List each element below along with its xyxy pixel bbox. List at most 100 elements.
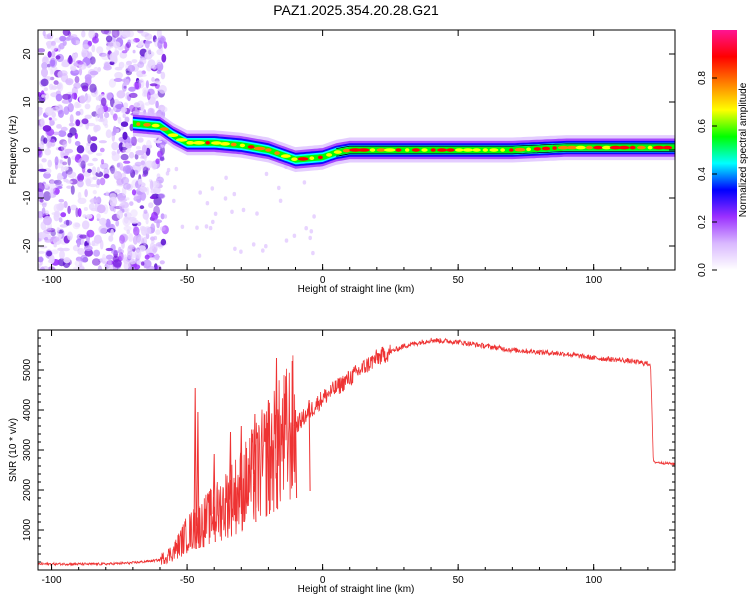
noise-blob <box>49 83 54 91</box>
noise-blob <box>57 247 64 251</box>
noise-blob <box>84 114 92 120</box>
noise-blob <box>119 234 125 244</box>
snr-spike <box>266 399 270 515</box>
noise-blob <box>51 50 56 58</box>
noise-blob <box>142 259 152 269</box>
noise-blob <box>99 257 108 263</box>
ridge-peak <box>186 141 195 145</box>
noise-blob <box>144 40 150 49</box>
noise-blob <box>140 191 146 202</box>
noise-blob <box>312 214 316 219</box>
noise-blob <box>103 64 112 71</box>
noise-blob <box>277 185 281 191</box>
noise-blob <box>105 254 114 260</box>
noise-blob <box>141 31 149 37</box>
noise-blob <box>96 204 106 214</box>
y-tick-label: -20 <box>22 238 33 253</box>
noise-blob <box>124 78 130 86</box>
snr-spike <box>239 425 243 531</box>
noise-blob <box>86 214 93 219</box>
noise-blob <box>63 201 68 208</box>
colorbar-tick-label: 0.2 <box>697 215 708 229</box>
noise-blob <box>138 73 147 77</box>
noise-blob <box>126 60 132 66</box>
ridge-peak <box>552 146 557 150</box>
noise-blob <box>51 117 58 122</box>
noise-blob <box>137 178 142 186</box>
noise-blob <box>115 220 120 227</box>
noise-blob <box>139 205 145 210</box>
noise-blob <box>38 182 45 192</box>
ridge-peak <box>297 157 309 161</box>
noise-blob <box>102 253 106 262</box>
noise-blob <box>86 122 96 127</box>
noise-blob <box>87 40 93 47</box>
noise-blob <box>60 149 65 159</box>
noise-blob <box>100 97 107 107</box>
noise-blob <box>158 84 167 94</box>
colorbar-gradient <box>712 30 737 270</box>
noise-blob <box>159 156 165 162</box>
noise-blob <box>77 248 85 255</box>
noise-blob <box>128 151 135 159</box>
noise-blob <box>151 211 158 222</box>
noise-blob <box>50 249 59 255</box>
noise-blob <box>56 83 62 90</box>
noise-blob <box>61 203 65 209</box>
noise-blob <box>96 178 101 186</box>
noise-blob <box>99 177 106 186</box>
noise-blob <box>145 218 149 225</box>
noise-blob <box>89 56 96 65</box>
noise-blob <box>52 131 60 136</box>
noise-blob <box>133 38 140 43</box>
noise-blob <box>91 258 101 266</box>
noise-blob <box>63 257 71 264</box>
noise-blob <box>142 166 149 175</box>
noise-blob <box>129 258 137 265</box>
noise-blob <box>58 146 65 151</box>
ridge-peak <box>482 148 488 152</box>
noise-blob <box>96 213 101 219</box>
noise-blob <box>87 134 92 144</box>
noise-blob <box>153 219 163 224</box>
noise-blob <box>125 197 130 201</box>
noise-blob <box>155 229 161 235</box>
noise-blob <box>41 207 46 217</box>
noise-blob <box>57 186 63 189</box>
noise-blob <box>195 225 199 230</box>
ridge-peak <box>357 148 370 152</box>
noise-blob <box>119 233 129 242</box>
y-tick-label: 0 <box>22 147 33 153</box>
ridge-outline <box>336 143 675 149</box>
colorbar-label: Normalized spectral amplitude <box>738 82 749 217</box>
noise-blob <box>134 153 139 160</box>
noise-blob <box>142 87 149 94</box>
noise-blob <box>65 78 74 86</box>
noise-blob <box>43 172 51 179</box>
x-tick-label: -100 <box>42 575 62 586</box>
noise-blob <box>131 189 137 196</box>
noise-blob <box>88 30 96 39</box>
noise-blob <box>63 166 69 171</box>
noise-blob <box>100 228 107 234</box>
noise-blob <box>160 238 167 246</box>
noise-blob <box>62 93 71 100</box>
noise-blob <box>79 94 86 104</box>
noise-blob <box>70 66 77 72</box>
noise-blob <box>123 254 127 261</box>
noise-blob <box>70 185 75 195</box>
ridge-peak <box>662 145 673 150</box>
noise-blob <box>311 250 315 256</box>
noise-blob <box>68 137 72 144</box>
ridge-peak <box>462 148 473 152</box>
noise-blob <box>65 219 70 226</box>
noise-blob <box>99 52 107 57</box>
figure-title: PAZ1.2025.354.20.28.G21 <box>273 2 439 18</box>
noise-blob <box>85 144 90 153</box>
noise-blob <box>40 266 45 270</box>
noise-blob <box>39 198 44 203</box>
noise-blob <box>146 47 152 55</box>
noise-blob <box>41 94 45 98</box>
noise-blob <box>159 260 165 265</box>
